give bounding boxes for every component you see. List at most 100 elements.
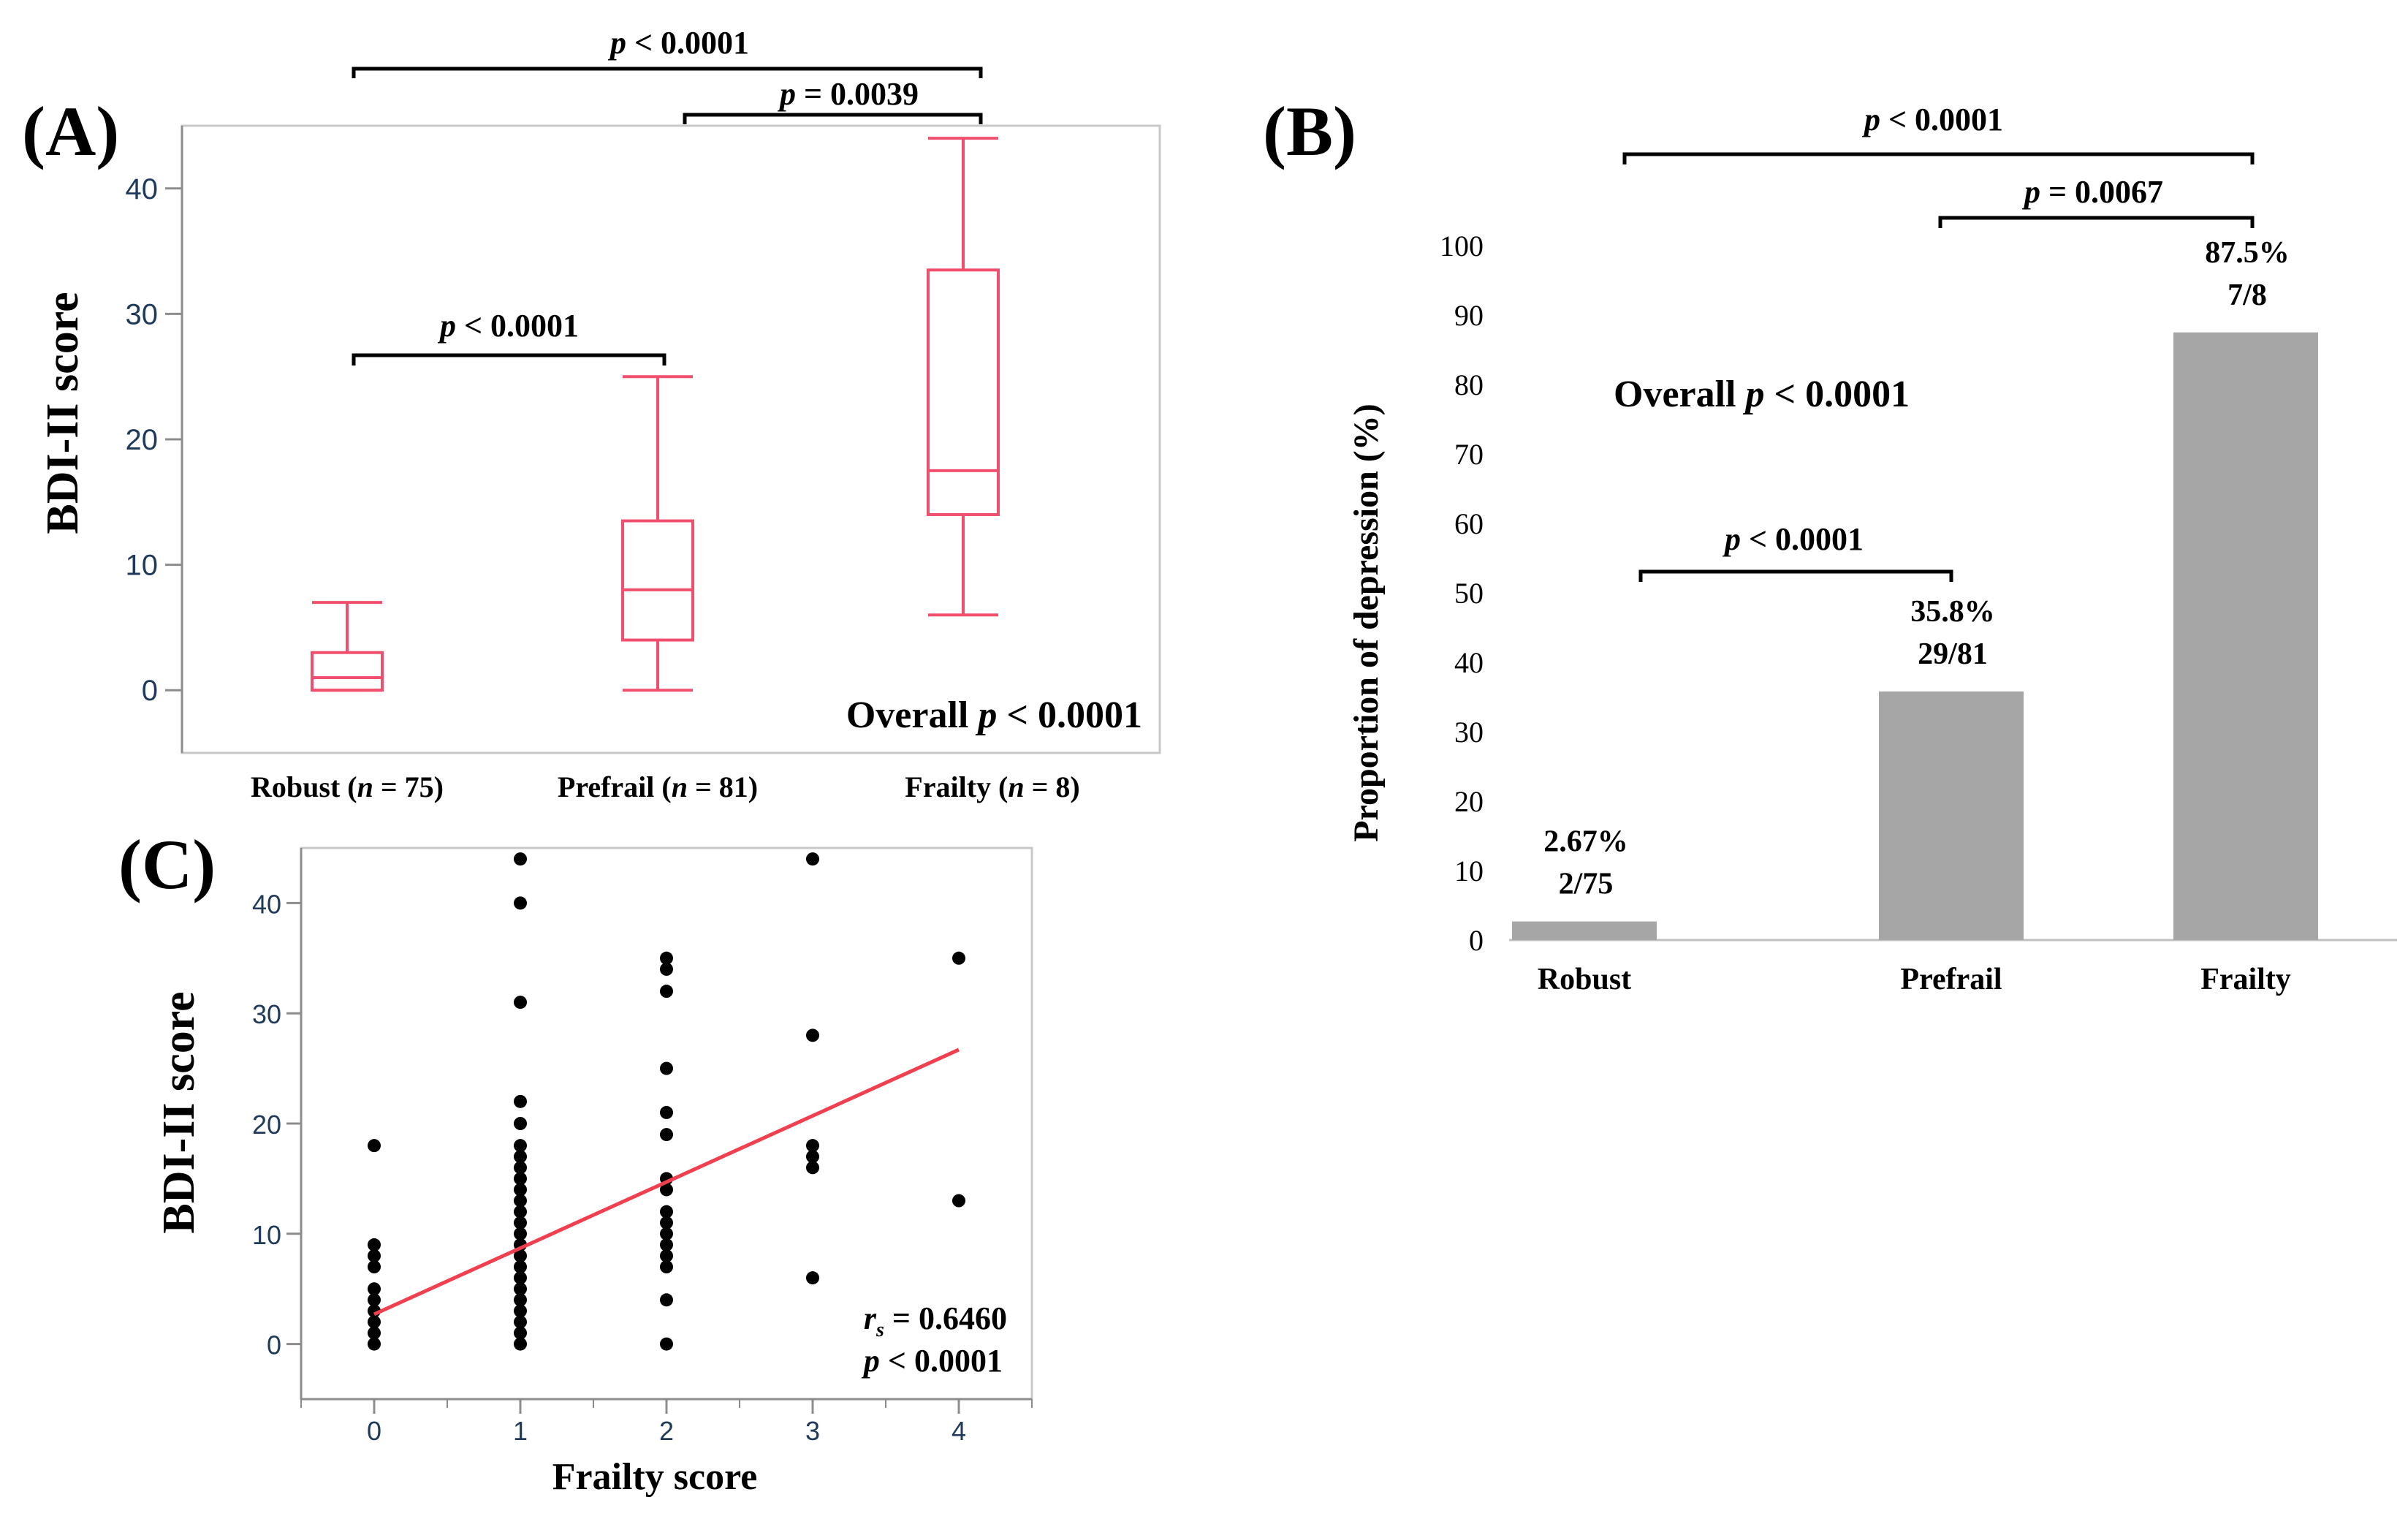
x-tick-label: 3 xyxy=(805,1416,820,1446)
bar-pct-label: 35.8% xyxy=(1910,595,1995,629)
y-tick-label: 0 xyxy=(142,675,158,707)
x-tick-label: Robust xyxy=(1538,963,1631,996)
bar xyxy=(1512,921,1657,940)
bar-fraction-label: 7/8 xyxy=(2227,279,2267,312)
overall-p-value: < 0.0001 xyxy=(997,694,1142,736)
y-tick-label: 10 xyxy=(1454,855,1484,887)
panel-c-label: (C) xyxy=(118,825,216,904)
scatter-point xyxy=(514,1304,527,1318)
y-tick-label: 40 xyxy=(126,173,159,205)
label-n: n xyxy=(357,770,373,803)
panel-b-bracket-prefrail-frailty: p = 0.0067 xyxy=(1938,174,2255,228)
scatter-point xyxy=(514,896,527,910)
y-tick-label: 0 xyxy=(267,1330,281,1360)
x-tick-label: Prefrail xyxy=(1900,963,2002,996)
y-tick-label: 80 xyxy=(1454,368,1484,401)
panel-a-bracket-prefrail-frailty: p = 0.0039 xyxy=(683,76,983,124)
panel-a-label: (A) xyxy=(22,92,119,170)
scatter-point xyxy=(368,1282,381,1296)
scatter-point xyxy=(514,1139,527,1153)
panel-a-y-ticks: 0 10 20 30 40 xyxy=(126,173,182,707)
y-tick-label: 40 xyxy=(1454,646,1484,679)
p-symbol: p xyxy=(861,1343,880,1379)
scatter-point xyxy=(514,1249,527,1262)
scatter-point xyxy=(660,1249,673,1262)
p-value-text: < 0.0001 xyxy=(1741,521,1864,557)
label-pre: Robust ( xyxy=(251,770,357,803)
label-n: n xyxy=(672,770,688,803)
overall-p-symbol: p xyxy=(975,694,997,736)
scatter-point xyxy=(514,1194,527,1208)
x-tick-label: 1 xyxy=(513,1416,528,1446)
panel-c-regression-line xyxy=(373,1048,960,1317)
scatter-point xyxy=(368,1260,381,1274)
box-group xyxy=(621,375,694,692)
scatter-point xyxy=(660,1061,673,1075)
panel-b-y-ticks: 0 10 20 30 40 50 60 70 80 90 100 xyxy=(1440,230,1484,957)
label-pre: Frailty ( xyxy=(905,770,1008,803)
scatter-point xyxy=(660,1205,673,1219)
bar xyxy=(2173,332,2318,940)
svg-text:p = 0.0067: p = 0.0067 xyxy=(2021,174,2163,210)
overall-prefix: Overall xyxy=(1614,374,1746,415)
scatter-point xyxy=(952,1194,965,1208)
bar-pct-label: 2.67% xyxy=(1543,825,1628,859)
label-post: = 8) xyxy=(1025,770,1080,803)
scatter-point xyxy=(806,1150,819,1164)
label-post: = 75) xyxy=(373,770,444,803)
panel-a-group-label-prefrail: Prefrail (n = 81) xyxy=(558,770,758,803)
x-tick-label: 2 xyxy=(659,1416,674,1446)
scatter-point xyxy=(660,1105,673,1119)
panel-a-group-label-robust: Robust (n = 75) xyxy=(251,770,444,803)
panel-c: (C) BDI-II score Frailty score 010203040… xyxy=(118,825,1033,1498)
rs-value: = 0.6460 xyxy=(884,1300,1007,1336)
label-post: = 81) xyxy=(688,770,758,803)
panel-a-overall-p: Overall p < 0.0001 xyxy=(846,694,1142,736)
panel-b-bracket-robust-frailty: p < 0.0001 xyxy=(1622,102,2255,164)
panel-a-bracket-robust-prefrail: p < 0.0001 xyxy=(352,308,666,365)
y-tick-label: 20 xyxy=(126,424,159,456)
scatter-point xyxy=(514,852,527,866)
y-tick-label: 20 xyxy=(252,1110,281,1140)
panel-a-group-label-frailty: Frailty (n = 8) xyxy=(905,770,1079,803)
p-symbol: p xyxy=(2021,174,2040,210)
overall-prefix: Overall xyxy=(846,694,979,736)
y-tick-label: 10 xyxy=(252,1220,281,1250)
panel-c-x-ticks: 0 1 2 3 4 xyxy=(300,1399,1033,1446)
scatter-point xyxy=(514,1315,527,1329)
p-value: < 0.0001 xyxy=(880,1343,1003,1379)
scatter-point xyxy=(368,1315,381,1329)
box-group xyxy=(311,601,384,692)
p-symbol: p xyxy=(607,25,626,61)
p-value-text: < 0.0001 xyxy=(626,25,749,61)
scatter-point xyxy=(368,1139,381,1153)
scatter-point xyxy=(806,1161,819,1175)
scatter-point xyxy=(514,996,527,1009)
scatter-point xyxy=(806,852,819,866)
panel-a: (A) BDI-II score 0 10 20 30 40 p < 0.0001 p … xyxy=(22,25,1161,803)
scatter-point xyxy=(806,1139,819,1153)
rs-symbol: r xyxy=(864,1300,877,1336)
scatter-point xyxy=(660,1260,673,1274)
scatter-point xyxy=(514,1183,527,1197)
label-pre: Prefrail ( xyxy=(558,770,672,803)
scatter-point xyxy=(660,1293,673,1307)
overall-p-value: < 0.0001 xyxy=(1765,374,1910,415)
box-group xyxy=(927,137,1000,617)
scatter-point xyxy=(514,1150,527,1164)
scatter-point xyxy=(368,1337,381,1351)
scatter-point xyxy=(806,1029,819,1042)
y-tick-label: 90 xyxy=(1454,299,1484,332)
bar-pct-label: 87.5% xyxy=(2205,236,2290,270)
y-tick-label: 30 xyxy=(126,298,159,330)
scatter-point xyxy=(368,1326,381,1340)
svg-text:p < 0.0001: p < 0.0001 xyxy=(437,308,579,344)
box-iqr xyxy=(927,268,1000,516)
y-tick-label: 0 xyxy=(1469,924,1484,957)
panel-b-bars: 2.67% 2/75 Robust 35.8% 29/81 Prefrail 87.5% 7/… xyxy=(1512,236,2318,996)
scatter-point xyxy=(514,1117,527,1130)
y-tick-label: 20 xyxy=(1454,785,1484,818)
scatter-point xyxy=(660,1337,673,1351)
panel-b-label: (B) xyxy=(1263,92,1356,170)
scatter-point xyxy=(660,1128,673,1142)
